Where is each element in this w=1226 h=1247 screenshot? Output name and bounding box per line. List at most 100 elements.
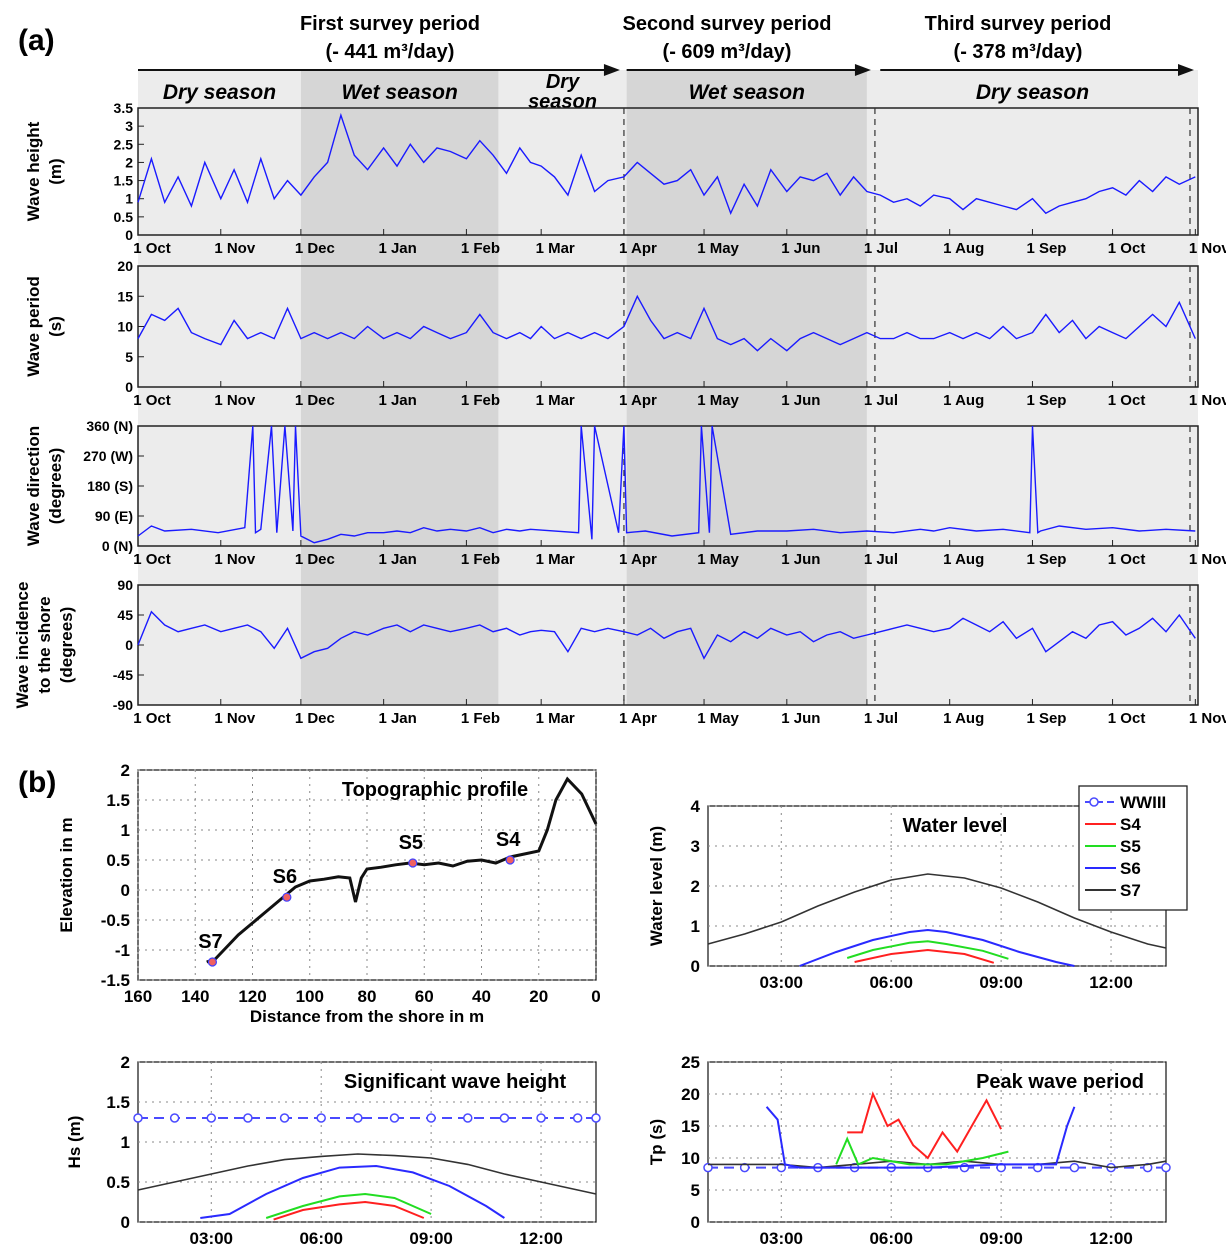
x-tick-label: 03:00 — [760, 1229, 803, 1247]
x-tick-label: 1 Aug — [943, 240, 984, 257]
y-axis-label: to the shore — [35, 596, 54, 693]
x-axis-label: Distance from the shore in m — [250, 1007, 484, 1026]
series-marker — [169, 1113, 180, 1123]
season-label: Dry — [546, 71, 580, 93]
x-tick-label: 1 Jan — [378, 392, 416, 409]
chart-significant-wave-height: 03:00 06:00 09:00 12:00 0 0.5 1 1.5 2 Significant… — [65, 1053, 601, 1247]
period-2-rate: (- 609 m³/day) — [663, 41, 792, 63]
x-tick-label: 1 Dec — [295, 392, 335, 409]
series-marker — [536, 1113, 546, 1123]
chart-peak-wave-period: 03:00 06:00 09:00 12:00 0 5 10 15 20 25 Peak wave … — [647, 1053, 1171, 1247]
x-tick-label: 06:00 — [869, 973, 912, 992]
period-arrowhead — [1178, 64, 1194, 76]
series-marker — [1069, 1162, 1080, 1173]
x-tick-label: 1 Nov — [1189, 551, 1226, 568]
y-axis-label: Wave direction — [24, 426, 43, 546]
series-line — [137, 294, 1196, 352]
series-marker — [1161, 1162, 1171, 1173]
x-tick-label: 1 Feb — [461, 392, 500, 409]
legend: WWIII S4 S5 S6 S7 — [1078, 785, 1188, 911]
series-line-s4 — [273, 1200, 425, 1221]
x-tick-label: 1 Mar — [536, 240, 575, 257]
y-axis-label: Wave period — [24, 276, 43, 376]
y-tick-label: 2 — [691, 877, 700, 896]
x-tick-label: 1 Oct — [133, 551, 171, 568]
station-label: S5 — [399, 832, 423, 854]
y-tick-label: -1 — [115, 941, 130, 960]
subplot-title: Water level — [903, 815, 1008, 837]
period-3-rate: (- 378 m³/day) — [954, 41, 1083, 63]
y-tick-label: -0.5 — [101, 911, 130, 930]
x-tick-label: 160 — [124, 987, 152, 1006]
x-tick-label: 20 — [529, 987, 548, 1006]
legend-label: S6 — [1120, 859, 1141, 878]
y-tick-label: 25 — [681, 1053, 700, 1072]
series-line — [137, 610, 1196, 660]
y-tick-label: 2 — [125, 154, 133, 170]
y-tick-label: 360 (N) — [86, 418, 133, 434]
y-axis-label: Wave incidence — [13, 582, 32, 709]
x-tick-label: 1 Oct — [133, 240, 171, 257]
series-line-s5 — [846, 940, 1009, 960]
y-tick-label: 20 — [681, 1085, 700, 1104]
x-tick-label: 1 Oct — [133, 392, 171, 409]
station-label: S6 — [273, 866, 297, 888]
x-tick-label: 1 Jul — [864, 710, 898, 727]
chart-wave-direction: 0 (N) 90 (E) 180 (S) 270 (W) 360 (N) 1 Oct 1 N… — [24, 418, 1226, 568]
x-tick-label: 40 — [472, 987, 491, 1006]
series-marker — [206, 1113, 217, 1123]
x-tick-label: 1 Apr — [619, 551, 657, 568]
y-tick-label: 1.5 — [106, 791, 130, 810]
legend-label: S4 — [1120, 815, 1141, 834]
x-tick-label: 1 Nov — [214, 240, 256, 257]
period-1-title: First survey period — [300, 13, 480, 35]
y-axis-label: (m) — [46, 158, 65, 184]
y-tick-label: 3 — [125, 118, 133, 134]
chart-topographic-profile: 160 140 120 100 80 60 40 20 0 -1.5 -1 -0.5 0 0.5 1 1.5 2… — [57, 761, 601, 1026]
series-marker — [279, 1113, 290, 1123]
x-tick-label: 1 Aug — [943, 392, 984, 409]
x-tick-label: 0 — [591, 987, 600, 1006]
y-tick-label: 1 — [125, 191, 133, 207]
y-tick-label: 0 — [125, 379, 133, 395]
x-tick-label: 12:00 — [1089, 973, 1132, 992]
series-line-s6 — [200, 1164, 505, 1219]
period-arrowhead — [603, 64, 620, 76]
period-2-title: Second survey period — [623, 13, 832, 35]
x-tick-label: 100 — [296, 987, 324, 1006]
station-marker — [408, 858, 418, 868]
station-marker — [505, 855, 515, 865]
series-line-s7 — [707, 873, 1167, 949]
series-marker — [243, 1113, 253, 1123]
season-label: season — [528, 91, 597, 113]
series-line — [137, 425, 1196, 544]
x-tick-label: 1 Oct — [1108, 392, 1146, 409]
series-marker — [463, 1113, 473, 1123]
y-tick-label: -1.5 — [101, 971, 130, 990]
series-marker — [499, 1113, 510, 1123]
y-tick-label: 1.5 — [106, 1093, 130, 1112]
x-tick-label: 03:00 — [760, 973, 803, 992]
y-tick-label: 0 — [121, 1213, 130, 1232]
y-tick-label: 1 — [121, 1133, 130, 1152]
panel-b-label: (b) — [18, 766, 56, 799]
series-marker — [133, 1113, 143, 1123]
x-tick-label: 80 — [358, 987, 377, 1006]
y-tick-label: 20 — [117, 258, 133, 274]
series-line-s6 — [765, 1106, 1076, 1169]
season-label: Dry season — [976, 81, 1089, 104]
x-tick-label: 1 Nov — [1189, 392, 1226, 409]
x-tick-label: 1 Jun — [781, 240, 820, 257]
series-line-s5 — [835, 1136, 1009, 1166]
x-tick-label: 1 Jul — [864, 392, 898, 409]
y-axis-label: Hs (m) — [65, 1116, 84, 1169]
profile-line — [206, 776, 598, 964]
panel-a-label: (a) — [18, 24, 55, 57]
y-tick-label: 2 — [121, 761, 130, 780]
y-tick-label: 0.5 — [106, 1173, 130, 1192]
x-tick-label: 1 Nov — [214, 392, 256, 409]
station-marker — [207, 957, 218, 967]
y-tick-label: 90 (E) — [95, 508, 133, 524]
x-tick-label: 1 Apr — [619, 710, 657, 727]
x-tick-label: 1 Mar — [536, 551, 575, 568]
